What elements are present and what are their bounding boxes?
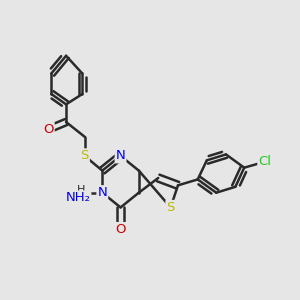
Text: N: N xyxy=(116,149,125,162)
Text: N: N xyxy=(98,186,107,199)
Text: Cl: Cl xyxy=(258,155,271,168)
Text: O: O xyxy=(43,123,54,136)
Text: O: O xyxy=(115,223,126,236)
Text: H: H xyxy=(76,185,85,195)
Text: NH₂: NH₂ xyxy=(65,191,90,205)
Text: S: S xyxy=(80,149,89,162)
Text: S: S xyxy=(167,201,175,214)
